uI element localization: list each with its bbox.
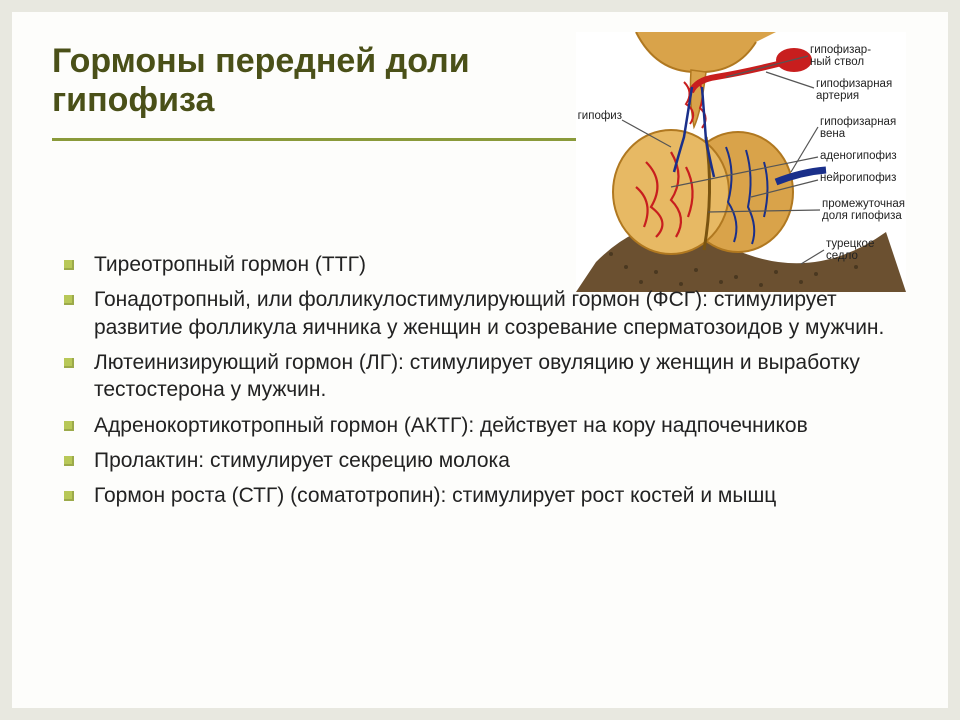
label-adeno: аденогипофиз [820,150,897,162]
label-artery: гипофизарная артерия [816,78,892,102]
label-stalk: гипофизар- ный ствол [810,44,871,68]
slide: Гормоны передней доли гипофиза [0,0,960,720]
label-inter: промежуточная доля гипофиза [822,198,905,222]
content: Тиреотропный гормон (ТТГ) Гонадотропный,… [52,251,908,509]
list-item: Адренокортикотропный гормон (АКТГ): дейс… [64,412,908,439]
label-gipofiz: гипофиз [570,110,622,122]
list-item: Пролактин: стимулирует секрецию молока [64,447,908,474]
list-item: Гонадотропный, или фолликулостимулирующи… [64,286,908,341]
label-vein: гипофизарная вена [820,116,896,140]
list-item: Тиреотропный гормон (ТТГ) [64,251,908,278]
page-title: Гормоны передней доли гипофиза [52,42,608,120]
label-neuro: нейрогипофиз [820,172,896,184]
hormone-list: Тиреотропный гормон (ТТГ) Гонадотропный,… [52,251,908,509]
list-item: Гормон роста (СТГ) (соматотропин): стиму… [64,482,908,509]
title-container: Гормоны передней доли гипофиза [52,42,608,141]
list-item: Лютеинизирующий гормон (ЛГ): стимулирует… [64,349,908,404]
